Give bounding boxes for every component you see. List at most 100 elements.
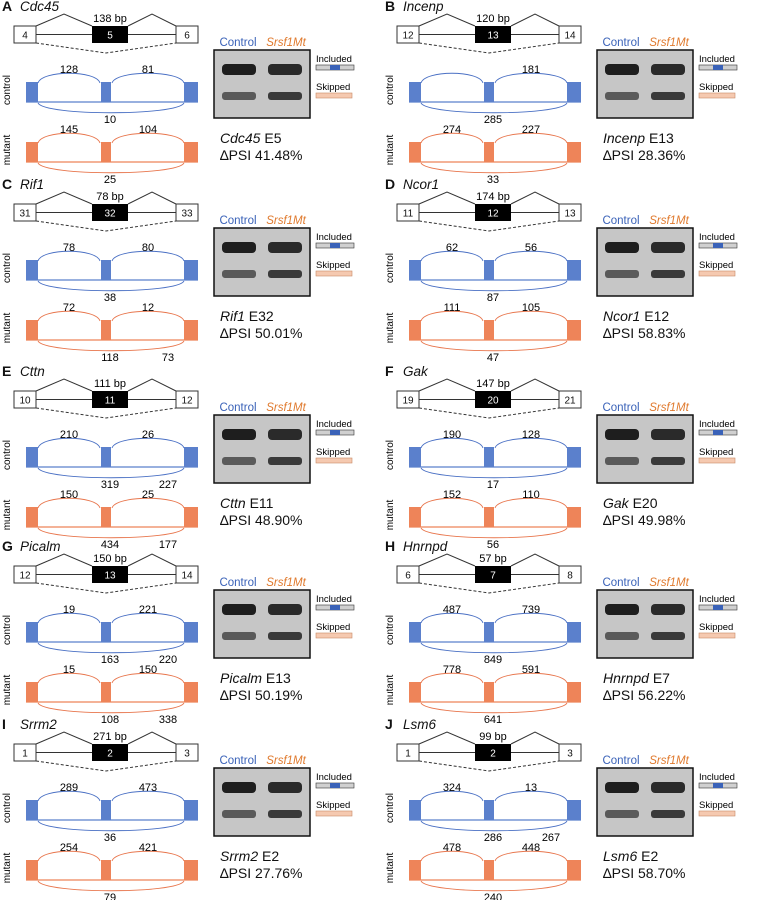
mutant-row-label: mutant (385, 852, 396, 883)
mutant-sashimi-track: mutant 72 12 118 73 (2, 302, 198, 364)
inclusion-junction-2 (127, 13, 177, 27)
result-caption: Hnrnpd E7 ∆PSI 56.22% (603, 670, 686, 704)
control-coverage-2 (184, 800, 198, 820)
result-caption: Ncor1 E12 ∆PSI 58.83% (603, 308, 686, 342)
gel-image: Control Srsf1Mt Included Skipped (213, 577, 355, 659)
inclusion-junction-1 (35, 553, 93, 567)
control-skip-count: 319 (101, 479, 119, 491)
skipping-junction (418, 760, 560, 772)
panel-e: E Cttn 10 11 12 111 bp control 210 26 319 227 mutan… (0, 363, 380, 551)
panel-graphic: 12 13 14 120 bp control 181 285 mutant 274 227 33 C… (385, 13, 738, 186)
mutant-coverage-2 (184, 320, 198, 340)
gel-frame (213, 589, 311, 659)
control-row-label: control (385, 75, 396, 105)
control-skip-count: 10 (104, 114, 116, 126)
mutant-coverage-0 (409, 682, 421, 702)
mutant-arc-inc2 (111, 310, 185, 322)
exon-number-downstream: 21 (564, 396, 576, 407)
control-coverage-2 (567, 447, 581, 467)
control-arc-inc1 (420, 437, 484, 449)
mutant-skip-count: 33 (487, 174, 499, 186)
band-control-included (222, 64, 256, 75)
panel-letter: A (2, 0, 13, 14)
mutant-inc1-count: 778 (443, 664, 461, 676)
mutant-inc1-count: 111 (444, 302, 461, 314)
caption-exon: E32 (248, 308, 274, 324)
panel-letter: H (385, 538, 396, 554)
result-caption: Srrm2 E2 ∆PSI 27.76% (220, 848, 303, 882)
isoform-skipped-label: Skipped (699, 800, 733, 811)
exon-number-upstream: 1 (22, 749, 28, 760)
mutant-coverage-2 (184, 860, 198, 880)
control-coverage-0 (26, 260, 38, 280)
mutant-coverage-1 (484, 682, 494, 702)
mutant-inc2-count: 591 (522, 664, 540, 676)
caption-exon: E11 (249, 495, 274, 511)
control-arc-inc1 (420, 72, 484, 84)
isoform-included-exon (713, 430, 723, 435)
panel-c: C Rif1 31 32 33 78 bp control 78 80 38 mutant 72 12 1… (0, 176, 380, 364)
mutant-inc2-count: 105 (522, 302, 540, 314)
control-row-label: control (2, 75, 13, 105)
exon-alternative (475, 26, 511, 43)
control-arc-skip (37, 280, 185, 292)
control-skip-count: 17 (487, 479, 499, 491)
mutant-arc-skip (37, 162, 185, 174)
exon-number-alternative: 11 (105, 396, 116, 407)
mutant-coverage-2 (567, 507, 581, 527)
control-sashimi-track: control 19 221 163 220 (2, 604, 198, 666)
gel-header-control: Control (602, 755, 639, 767)
exon-number-upstream: 12 (19, 571, 31, 582)
mutant-arc-inc2 (494, 850, 568, 862)
gel-header-mutant: Srsf1Mt (649, 37, 689, 49)
gel-header-mutant: Srsf1Mt (266, 37, 306, 49)
mutant-inc1-count: 150 (60, 489, 78, 501)
caption-exon: E2 (262, 848, 280, 864)
gene-model: 6 7 8 57 bp (396, 553, 582, 594)
exon-upstream (13, 565, 37, 584)
gene-model: 11 12 13 174 bp (396, 191, 582, 232)
isoform-skipped-bar (315, 270, 353, 277)
caption-gene: Lsm6 (603, 848, 638, 864)
gel-header-mutant: Srsf1Mt (266, 215, 306, 227)
control-coverage-0 (409, 260, 421, 280)
caption-dpsi: ∆PSI 56.22% (603, 687, 686, 703)
isoform-skipped-label: Skipped (316, 447, 350, 458)
gel-frame (213, 767, 311, 837)
band-control-skipped (222, 270, 256, 278)
mutant-inc2-count: 25 (142, 489, 154, 501)
panel-letter: J (385, 716, 393, 732)
mutant-arc-skip (420, 527, 568, 539)
exon-size: 147 bp (476, 378, 510, 390)
control-arc-inc1 (420, 250, 484, 262)
band-control-included (222, 429, 256, 440)
gene-name: Cdc45 (20, 0, 60, 14)
exon-number-upstream: 6 (405, 571, 411, 582)
exon-alternative (92, 566, 128, 583)
exon-number-upstream: 19 (402, 396, 414, 407)
skipping-junction (35, 42, 177, 54)
exon-number-alternative: 7 (490, 571, 496, 582)
isoform-included-label: Included (316, 232, 352, 243)
gene-model: 1 2 3 271 bp (13, 731, 199, 772)
gene-name: Rif1 (20, 177, 45, 192)
band-mutant-included (651, 782, 685, 793)
isoform-included-label: Included (699, 54, 735, 65)
exon-alternative (475, 204, 511, 221)
control-skip-count: 286 (484, 832, 502, 844)
control-coverage-0 (409, 800, 421, 820)
exon-downstream (175, 565, 199, 584)
band-mutant-skipped (651, 92, 685, 100)
mutant-arc-inc2 (494, 132, 568, 144)
panel-b: B Incenp 12 13 14 120 bp control 181 285 mutant 27… (383, 0, 761, 186)
exon-number-downstream: 14 (564, 31, 576, 42)
mutant-sashimi-track: mutant 145 104 25 (2, 124, 198, 186)
mutant-sashimi-track: mutant 778 591 641 (385, 664, 581, 726)
mutant-arc-skip (420, 340, 568, 352)
mutant-arc-inc1 (37, 310, 101, 322)
band-control-included (222, 604, 256, 615)
control-inc1-count: 210 (60, 429, 78, 441)
exon-number-downstream: 3 (567, 749, 573, 760)
caption-dpsi: ∆PSI 27.76% (220, 865, 303, 881)
control-sashimi-track: control 190 128 17 (385, 429, 581, 491)
